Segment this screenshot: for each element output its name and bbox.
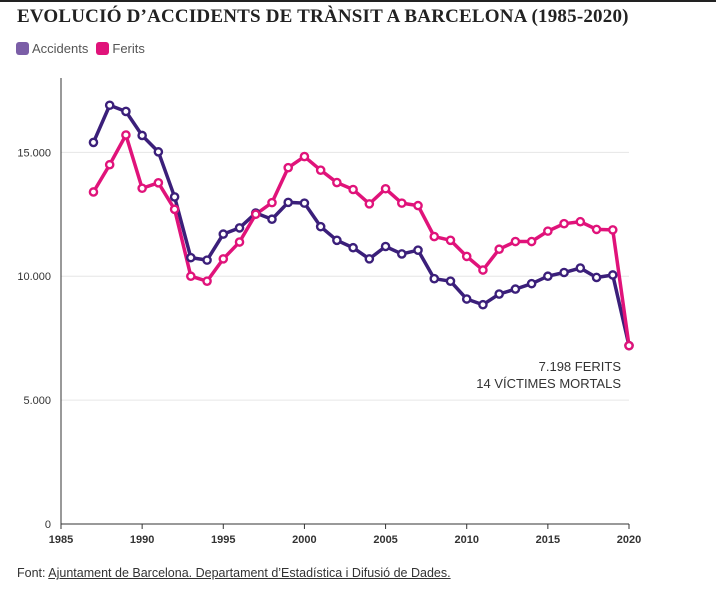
axis-layer: 0 5.000 10.000 15.000 1985 1990 1995 2000 2005 20… bbox=[17, 78, 641, 546]
data-point-ferits bbox=[267, 197, 277, 208]
data-point-ferits bbox=[315, 165, 326, 175]
annotation-victimes: 14 VÍCTIMES MORTALS bbox=[476, 376, 621, 391]
x-tick-label: 1995 bbox=[211, 534, 235, 546]
data-point-accidents bbox=[429, 273, 440, 284]
data-point-accidents bbox=[543, 271, 553, 282]
data-point-accidents bbox=[169, 192, 180, 202]
data-point-ferits bbox=[591, 224, 602, 235]
data-point-ferits bbox=[88, 187, 99, 197]
data-point-accidents bbox=[526, 278, 537, 289]
y-tick-label: 15.000 bbox=[17, 147, 51, 159]
x-tick-label: 1985 bbox=[49, 534, 73, 546]
data-point-accidents bbox=[121, 106, 131, 117]
source-prefix: Font: bbox=[17, 566, 49, 580]
data-point-accidents bbox=[88, 137, 99, 148]
data-point-accidents bbox=[413, 245, 423, 256]
data-point-ferits bbox=[153, 178, 164, 188]
data-point-ferits bbox=[299, 151, 310, 162]
data-point-accidents bbox=[494, 289, 504, 299]
legend: Accidents Ferits bbox=[16, 41, 145, 56]
data-point-accidents bbox=[202, 255, 212, 265]
y-tick-label: 10.000 bbox=[17, 271, 51, 283]
data-point-accidents bbox=[332, 235, 342, 246]
data-point-ferits bbox=[283, 162, 294, 173]
data-point-ferits bbox=[137, 183, 147, 194]
data-point-ferits bbox=[413, 200, 423, 211]
data-point-ferits bbox=[494, 244, 504, 255]
data-point-ferits bbox=[429, 231, 440, 242]
data-point-ferits bbox=[332, 177, 342, 188]
data-point-ferits bbox=[380, 183, 391, 194]
data-point-accidents bbox=[607, 270, 618, 280]
data-point-ferits bbox=[445, 235, 456, 246]
data-point-ferits bbox=[624, 340, 634, 351]
data-point-ferits bbox=[234, 237, 245, 247]
data-point-accidents bbox=[218, 229, 229, 239]
data-point-accidents bbox=[137, 130, 147, 141]
data-point-accidents bbox=[510, 284, 521, 294]
data-point-accidents bbox=[396, 249, 407, 259]
annotation-ferits: 7.198 FERITS bbox=[539, 359, 622, 374]
data-point-ferits bbox=[104, 159, 115, 170]
data-point-ferits bbox=[526, 236, 537, 247]
data-point-ferits bbox=[202, 276, 212, 286]
data-point-accidents bbox=[186, 252, 196, 263]
data-point-ferits bbox=[575, 216, 586, 227]
legend-label-ferits: Ferits bbox=[112, 41, 145, 56]
data-point-accidents bbox=[478, 299, 488, 310]
data-point-ferits bbox=[186, 271, 196, 282]
data-point-ferits bbox=[559, 218, 569, 229]
legend-swatch-ferits bbox=[96, 42, 110, 55]
legend-label-accidents: Accidents bbox=[32, 41, 89, 56]
data-point-ferits bbox=[121, 130, 131, 140]
x-tick-label: 2015 bbox=[536, 534, 560, 546]
data-point-ferits bbox=[607, 225, 618, 235]
data-point-ferits bbox=[461, 251, 472, 262]
data-point-ferits bbox=[478, 265, 488, 275]
x-tick-label: 2010 bbox=[454, 534, 478, 546]
data-point-ferits bbox=[169, 204, 180, 215]
source-note: Font: Ajuntament de Barcelona. Departame… bbox=[17, 566, 451, 580]
chart-title: EVOLUCIÓ D’ACCIDENTS DE TRÀNSIT A BARCEL… bbox=[17, 6, 629, 27]
data-point-accidents bbox=[591, 272, 602, 283]
data-point-accidents bbox=[348, 242, 358, 253]
x-tick-label: 2005 bbox=[373, 534, 397, 546]
top-rule bbox=[0, 0, 716, 2]
series-line-accidents bbox=[91, 103, 631, 348]
y-tick-label: 0 bbox=[45, 519, 51, 531]
data-point-accidents bbox=[234, 223, 245, 233]
legend-item-ferits[interactable]: Ferits bbox=[96, 41, 145, 56]
y-tick-label: 5.000 bbox=[23, 395, 51, 407]
data-point-ferits bbox=[250, 209, 261, 220]
data-point-accidents bbox=[461, 294, 472, 304]
data-point-ferits bbox=[396, 198, 407, 208]
legend-swatch-accidents bbox=[16, 42, 29, 55]
series-line-ferits bbox=[91, 133, 631, 348]
data-point-accidents bbox=[299, 198, 310, 208]
data-point-accidents bbox=[364, 254, 375, 264]
x-tick-label: 2020 bbox=[617, 534, 641, 546]
data-point-accidents bbox=[559, 267, 569, 278]
data-point-ferits bbox=[364, 199, 375, 209]
x-tick-label: 1990 bbox=[130, 534, 154, 546]
data-point-accidents bbox=[267, 214, 277, 225]
data-point-accidents bbox=[445, 276, 456, 286]
data-point-accidents bbox=[283, 197, 294, 208]
x-tick-label: 2000 bbox=[292, 534, 316, 546]
data-point-accidents bbox=[575, 263, 586, 273]
data-point-accidents bbox=[315, 221, 326, 232]
source-link[interactable]: Ajuntament de Barcelona. Departament d’E… bbox=[48, 566, 451, 580]
series-layer bbox=[88, 100, 634, 351]
legend-item-accidents[interactable]: Accidents bbox=[16, 41, 88, 56]
data-point-accidents bbox=[153, 147, 164, 157]
data-point-ferits bbox=[510, 236, 521, 247]
data-point-ferits bbox=[218, 254, 229, 264]
data-point-accidents bbox=[104, 100, 115, 111]
data-point-accidents bbox=[380, 241, 391, 252]
data-point-ferits bbox=[348, 184, 358, 195]
data-point-ferits bbox=[543, 226, 553, 236]
line-chart: 0 5.000 10.000 15.000 1985 1990 1995 2000 2005 20… bbox=[17, 78, 641, 546]
